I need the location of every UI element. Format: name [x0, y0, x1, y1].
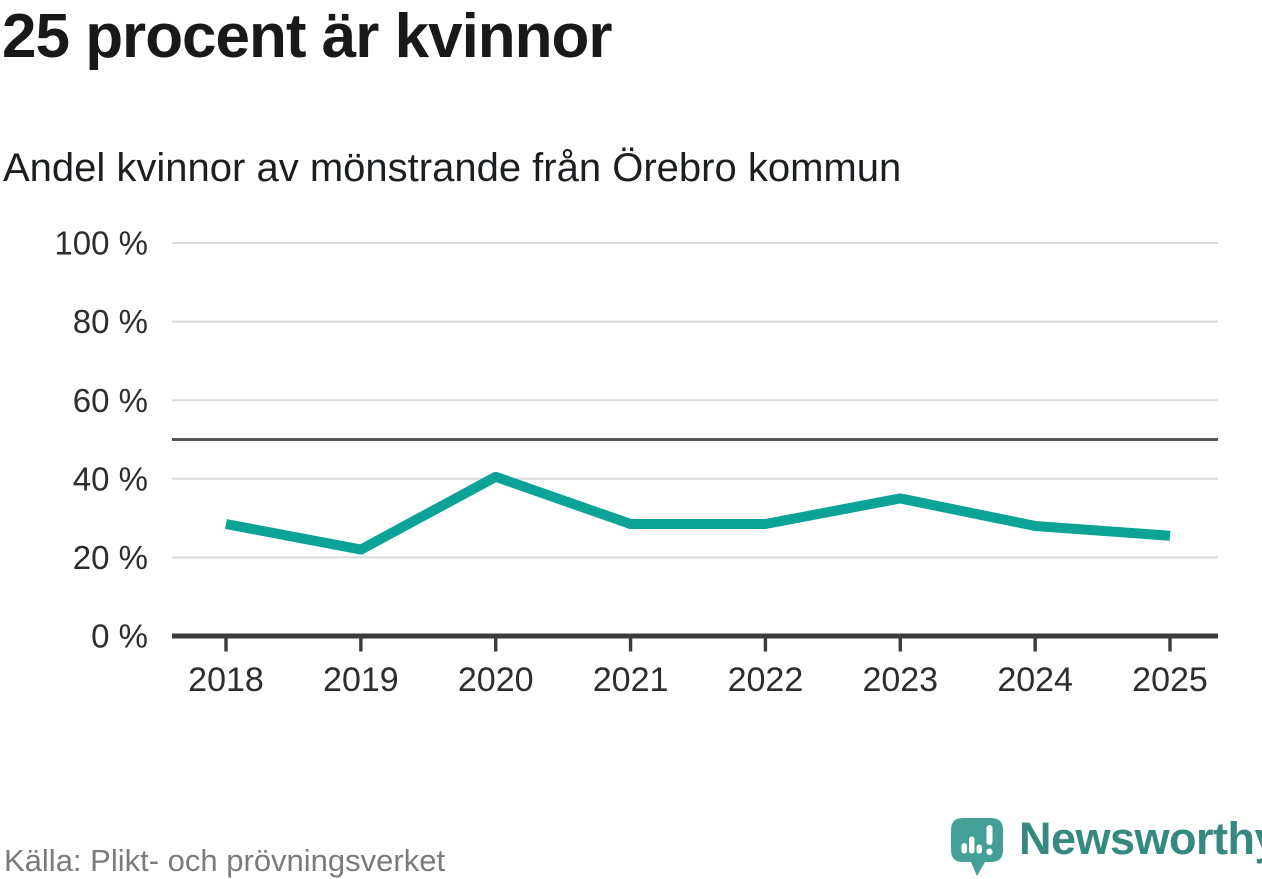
data-line [225, 471, 1171, 555]
x-tick-label-2019: 2019 [323, 661, 399, 699]
y-tick-label-40: 40 % [73, 460, 148, 497]
x-tick-label-2021: 2021 [593, 661, 669, 699]
x-tick-label-2024: 2024 [997, 661, 1073, 699]
y-tick-label-0: 0 % [91, 618, 148, 655]
x-tick-label-2018: 2018 [188, 661, 264, 699]
newsworthy-logo-text: Newsworthy [1019, 813, 1262, 864]
x-tick-label-2025: 2025 [1132, 661, 1208, 699]
y-tick-label-80: 80 % [73, 303, 148, 340]
logo-exclamation-bar [986, 825, 993, 845]
newsworthy-logo: Newsworthy [948, 812, 1262, 878]
logo-bar-3 [976, 844, 982, 854]
x-tick-label-2023: 2023 [862, 661, 938, 699]
chart-subtitle: Andel kvinnor av mönstrande från Örebro … [3, 146, 902, 190]
y-tick-label-100: 100 % [54, 225, 148, 262]
y-tick-label-20: 20 % [73, 539, 148, 576]
source-note: Källa: Plikt- och prövningsverket [4, 843, 446, 878]
x-tick-label-2020: 2020 [458, 661, 534, 699]
logo-exclamation-dot [986, 848, 993, 855]
newsworthy-logo-icon [951, 818, 1003, 876]
chart-title: 25 procent är kvinnor [2, 2, 613, 71]
logo-bar-2 [969, 836, 975, 854]
y-tick-label-60: 60 % [73, 382, 148, 419]
x-tick-label-2022: 2022 [728, 661, 804, 699]
logo-bar-1 [961, 843, 967, 854]
